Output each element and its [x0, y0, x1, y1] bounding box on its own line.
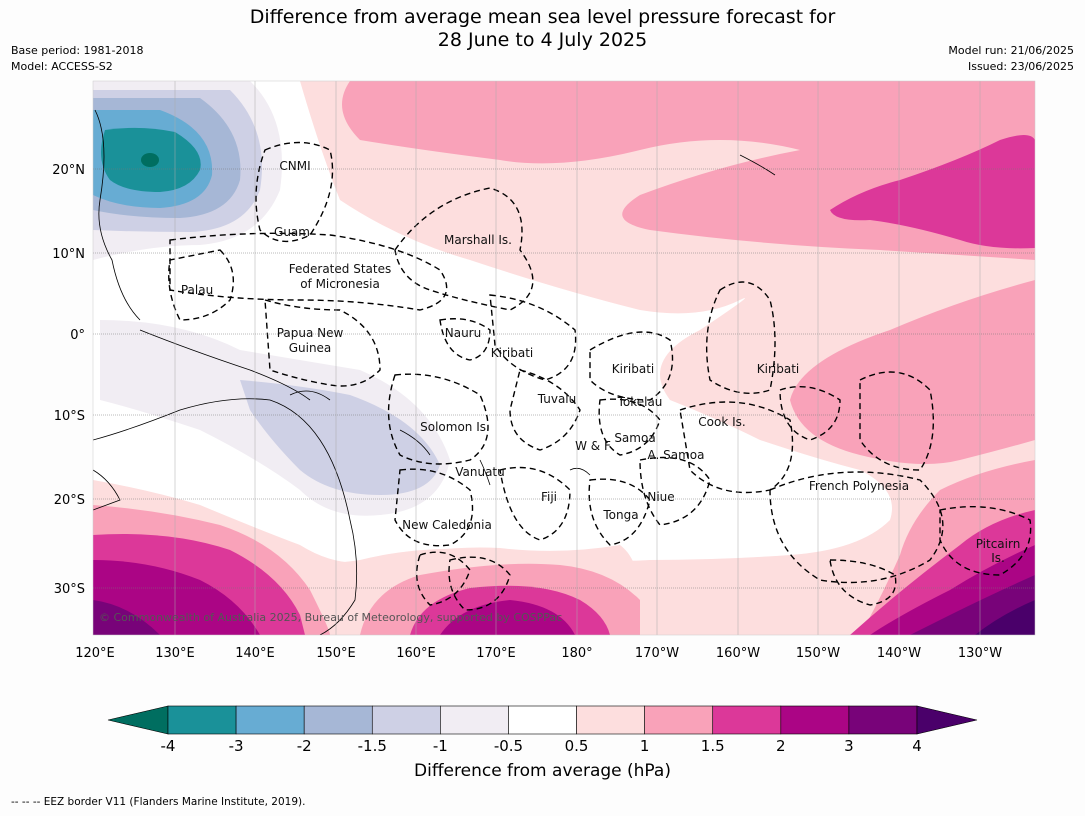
label-wf: W & F: [575, 439, 611, 453]
colorbar-segment: [167, 705, 237, 735]
model-name: Model: ACCESS-S2: [11, 60, 113, 73]
map-frame: [92, 80, 1036, 636]
lat-label-10n: 10°N: [52, 247, 85, 262]
label-fsm-1: Federated States: [289, 262, 391, 276]
base-period: Base period: 1981-2018: [11, 44, 144, 57]
colorbar-tick-label: 3: [844, 737, 854, 755]
colorbar-tick-label: -0.5: [494, 737, 523, 755]
label-tonga: Tonga: [602, 508, 638, 522]
label-fiji: Fiji: [541, 490, 557, 504]
colorbar-tick-label: -2: [297, 737, 312, 755]
model-run: Model run: 21/06/2025: [948, 44, 1074, 57]
band-neg-1-png: [240, 380, 440, 495]
lat-axis-labels: 20°N 10°N 0° 10°S 20°S 30°S: [52, 163, 85, 597]
lat-label-30s: 30°S: [54, 582, 85, 597]
colorbar-tick-label: 2: [776, 737, 786, 755]
band-1-1.5-east: [790, 280, 1035, 464]
label-niue: Niue: [647, 490, 674, 504]
band-gt4-southeast: [975, 600, 1035, 635]
title-line-2: 28 June to 4 July 2025: [437, 29, 648, 51]
colorbar-segment: [303, 705, 373, 735]
lon-label-130e: 130°E: [155, 646, 195, 661]
label-american-samoa: A. Samoa: [648, 448, 705, 462]
meta-left: Base period: 1981-2018 Model: ACCESS-S2: [11, 43, 143, 75]
colorbar-tick-label: -3: [229, 737, 244, 755]
label-cook: Cook Is.: [698, 415, 745, 429]
lon-label-140w: 140°W: [877, 646, 921, 661]
label-kiribati-east: Kiribati: [757, 362, 799, 376]
band-1.5-2-northeast: [830, 135, 1035, 249]
label-french-polynesia: French Polynesia: [809, 479, 909, 493]
colorbar-tick-label: -1.5: [358, 737, 387, 755]
colorbar-segment: [371, 705, 441, 735]
lon-label-130w: 130°W: [958, 646, 1002, 661]
colorbar: -4 -3 -2 -1.5 -1 -0.5 0.5 1 1.5 2 3 4: [107, 705, 978, 755]
colorbar-segment: [780, 705, 850, 735]
lon-label-170e: 170°E: [476, 646, 516, 661]
lon-label-140e: 140°E: [235, 646, 275, 661]
colorbar-segment: [712, 705, 782, 735]
label-tuvalu: Tuvalu: [537, 392, 577, 406]
label-nauru: Nauru: [445, 326, 481, 340]
lon-axis-labels: 120°E 130°E 140°E 150°E 160°E 170°E 180°…: [75, 646, 1002, 661]
colorbar-segment: [644, 705, 714, 735]
colorbar-segment: [440, 705, 509, 735]
colorbar-segment: [848, 705, 918, 735]
label-fsm-2: of Micronesia: [300, 277, 380, 291]
colorbar-segment: [576, 705, 645, 735]
lon-label-120e: 120°E: [75, 646, 115, 661]
label-pitcairn-1: Pitcairn: [976, 537, 1021, 551]
colorbar-tick-label: -4: [161, 737, 176, 755]
lat-label-20n: 20°N: [52, 163, 85, 178]
band-2-3-south-mid: [440, 600, 575, 635]
band-neg-4-core: [141, 153, 159, 167]
colorbar-extend-high: [916, 705, 978, 735]
colorbar-title: Difference from average (hPa): [414, 761, 671, 781]
label-kiribati-central: Kiribati: [612, 362, 654, 376]
colorbar-segment: [235, 705, 305, 735]
label-vanuatu: Vanuatu: [455, 465, 505, 479]
label-cnmi: CNMI: [279, 159, 310, 173]
map-area: CNMI Guam Marshall Is. Federated States …: [93, 81, 1035, 635]
graticule: [93, 81, 1035, 635]
copyright: © Commonwealth of Australia 2025, Bureau…: [99, 611, 562, 624]
lon-label-170w: 170°W: [635, 646, 679, 661]
lon-label-180: 180°: [561, 646, 592, 661]
lon-label-150w: 150°W: [796, 646, 840, 661]
lat-label-10s: 10°S: [54, 409, 85, 424]
colorbar-tick-label: 4: [912, 737, 922, 755]
lat-label-0: 0°: [70, 328, 85, 343]
label-png-2: Guinea: [289, 341, 332, 355]
map-title: Difference from average mean sea level p…: [0, 6, 1085, 52]
band-3-4-south: [93, 600, 160, 635]
colorbar-tick-label: 0.5: [565, 737, 589, 755]
meta-right: Model run: 21/06/2025 Issued: 23/06/2025: [948, 43, 1074, 75]
issued-date: Issued: 23/06/2025: [967, 60, 1074, 73]
place-labels: CNMI Guam Marshall Is. Federated States …: [181, 159, 1020, 565]
label-new-caledonia: New Caledonia: [402, 518, 492, 532]
colorbar-extend-low: [107, 705, 169, 735]
lat-label-20s: 20°S: [54, 493, 85, 508]
lon-label-160e: 160°E: [396, 646, 436, 661]
label-pitcairn-2: Is.: [991, 551, 1005, 565]
title-line-1: Difference from average mean sea level p…: [249, 6, 836, 28]
coastlines: [93, 109, 776, 635]
colorbar-segment: [508, 705, 577, 735]
colorbar-tick-label: 1: [640, 737, 650, 755]
colorbar-tick-label: -1: [433, 737, 448, 755]
lon-label-150e: 150°E: [316, 646, 356, 661]
lon-label-160w: 160°W: [716, 646, 760, 661]
label-guam: Guam: [274, 225, 310, 239]
eez-footnote: -- -- -- EEZ border V11 (Flanders Marine…: [11, 796, 306, 808]
label-tokelau: Tokelau: [617, 395, 663, 409]
label-palau: Palau: [181, 283, 213, 297]
label-kiribati-west: Kiribati: [491, 346, 533, 360]
colorbar-tick-label: 1.5: [701, 737, 725, 755]
label-png-1: Papua New: [277, 326, 344, 340]
label-samoa: Samoa: [614, 431, 655, 445]
label-solomon: Solomon Is.: [420, 420, 490, 434]
label-marshall: Marshall Is.: [444, 233, 512, 247]
